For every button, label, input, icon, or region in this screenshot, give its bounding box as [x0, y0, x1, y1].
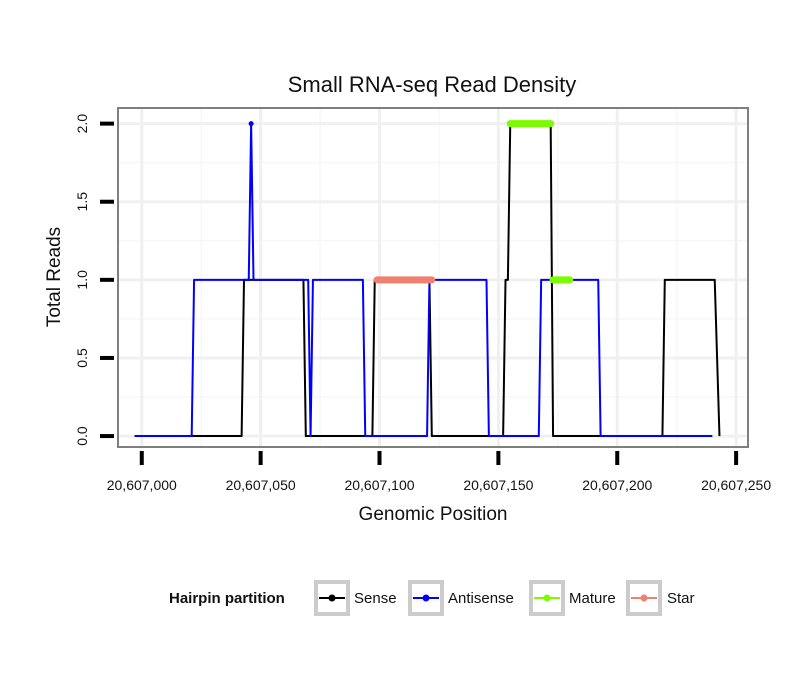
antisense-peak-point: [248, 121, 254, 127]
legend-key-point: [328, 594, 336, 602]
y-tick-label: 0.5: [74, 348, 90, 368]
legend-key-point: [422, 594, 430, 602]
y-tick-label: 1.5: [74, 192, 90, 212]
legend-item-star: Star: [626, 580, 695, 616]
x-tick-label: 20,607,150: [463, 477, 533, 493]
legend-item-mature: Mature: [529, 580, 616, 616]
y-axis-title: Total Reads: [44, 227, 65, 327]
plot-panel: [117, 107, 749, 448]
legend: Hairpin partition Sense Antisense Mature St…: [169, 580, 695, 616]
legend-item-antisense: Antisense: [408, 580, 514, 616]
data-series: [134, 120, 721, 438]
legend-key-point: [543, 594, 551, 602]
legend-item-sense: Sense: [314, 580, 397, 616]
x-axis-title: Genomic Position: [359, 504, 508, 525]
legend-label: Star: [667, 590, 695, 607]
series-line-antisense: [134, 122, 713, 438]
x-tick-label: 20,607,100: [344, 477, 414, 493]
y-tick-label: 0.0: [74, 426, 90, 446]
legend-label: Sense: [354, 590, 397, 607]
x-tick-label: 20,607,000: [107, 477, 177, 493]
x-tick-label: 20,607,050: [226, 477, 296, 493]
axes: 20,607,000 20,607,050 20,607,100 20,607,150…: [74, 114, 771, 493]
legend-key-point: [640, 594, 648, 602]
y-tick-label: 1.0: [74, 270, 90, 290]
legend-title: Hairpin partition: [169, 590, 285, 607]
y-tick-label: 2.0: [74, 114, 90, 134]
legend-label: Mature: [569, 590, 616, 607]
x-tick-label: 20,607,200: [582, 477, 652, 493]
x-tick-label: 20,607,250: [701, 477, 771, 493]
chart-title: Small RNA-seq Read Density: [288, 72, 577, 97]
legend-label: Antisense: [448, 590, 514, 607]
